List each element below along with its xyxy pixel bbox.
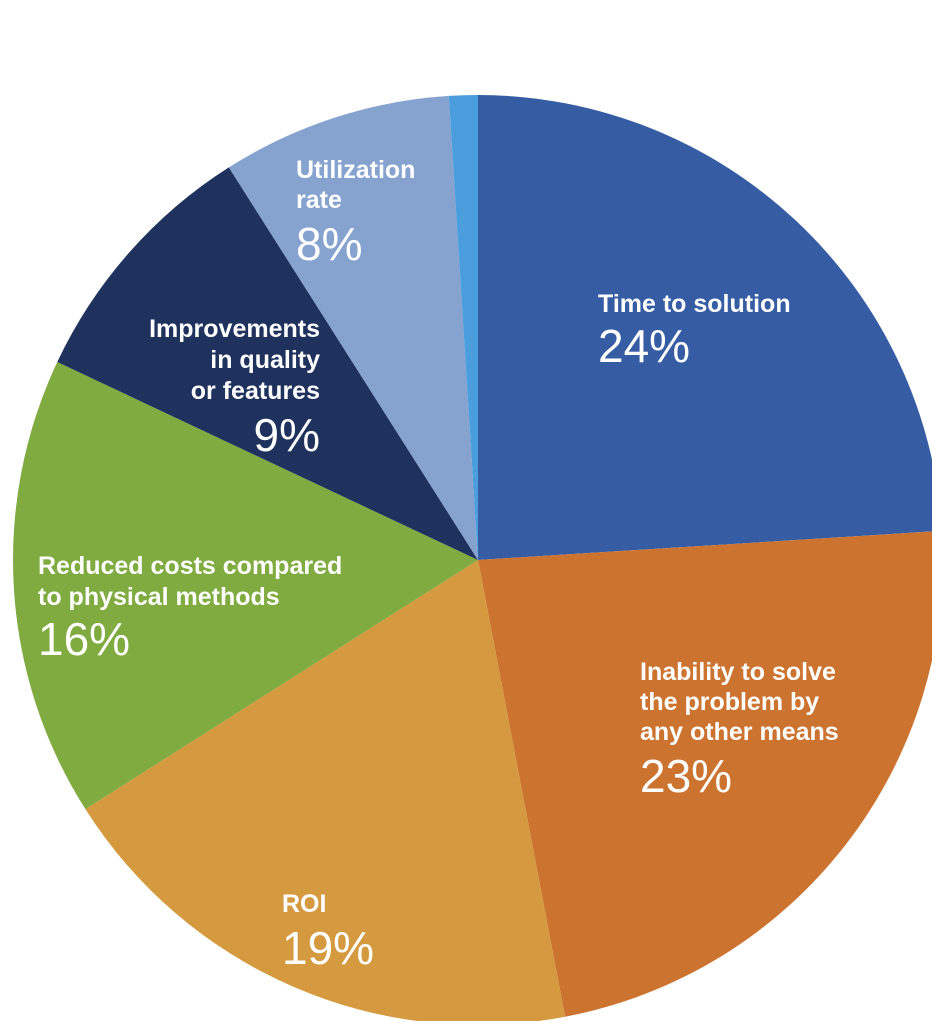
- slice-name-line: or features: [191, 377, 320, 405]
- pie-slice-6: [448, 95, 478, 560]
- slice-name-line: Improvements: [149, 315, 320, 343]
- slice-percent: 16%: [38, 613, 130, 665]
- pie-slice-0: [478, 95, 932, 560]
- slice-label-6: Other 1%: [445, 14, 511, 97]
- slice-name-line: ROI: [282, 890, 326, 918]
- slice-name-line: Inability to solve: [640, 658, 836, 686]
- slice-label-3: Reduced costs compared to physical method…: [38, 552, 342, 665]
- slice-label-4: Improvements in quality or features 9%: [149, 315, 320, 461]
- slice-percent: 24%: [598, 320, 690, 372]
- slice-name-line: in quality: [210, 346, 320, 374]
- slice-name-line: the problem by: [640, 688, 819, 716]
- pie-slice-2: [85, 560, 566, 1021]
- pie-slice-3: [12, 362, 479, 810]
- slice-name-line: any other means: [640, 718, 839, 746]
- slice-percent: 9%: [254, 409, 320, 461]
- pie-slice-4: [57, 167, 478, 560]
- slice-name-line: Time to solution: [598, 290, 791, 318]
- slice-percent: 19%: [282, 922, 374, 974]
- slice-percent: 8%: [296, 218, 362, 270]
- slice-name-line: Utilization: [296, 156, 415, 184]
- pie-slices: [12, 95, 932, 1021]
- slice-name-line: Other: [446, 14, 510, 41]
- pie-slice-5: [228, 95, 478, 560]
- slice-name-line: to physical methods: [38, 583, 280, 611]
- slice-percent: 23%: [640, 750, 732, 802]
- slice-label-2: ROI 19%: [282, 890, 374, 974]
- slice-percent: 1%: [445, 45, 511, 97]
- slice-name-line: Reduced costs compared: [38, 552, 342, 580]
- slice-name-line: rate: [296, 186, 342, 214]
- pie-slice-1: [478, 531, 932, 1017]
